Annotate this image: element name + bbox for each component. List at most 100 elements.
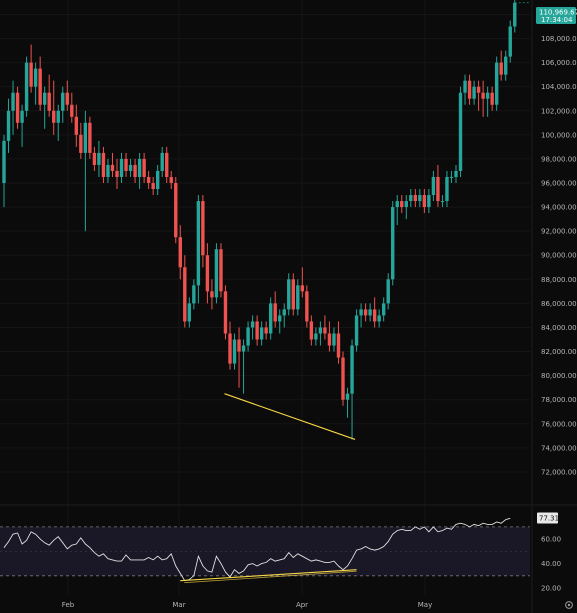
candle[interactable] <box>422 195 427 208</box>
candle[interactable] <box>210 291 214 298</box>
candle[interactable] <box>146 176 151 183</box>
candle[interactable] <box>377 315 381 322</box>
candle[interactable] <box>101 152 106 177</box>
candle[interactable] <box>418 195 422 202</box>
candle[interactable] <box>372 309 377 322</box>
candle[interactable] <box>183 267 187 322</box>
rsi-trendline[interactable] <box>180 569 357 582</box>
candle[interactable] <box>395 201 399 208</box>
candle[interactable] <box>169 176 173 183</box>
candle[interactable] <box>124 158 128 171</box>
candle[interactable] <box>2 140 6 183</box>
candle[interactable] <box>449 176 454 178</box>
candle[interactable] <box>431 176 436 196</box>
candle[interactable] <box>178 237 182 268</box>
candle[interactable] <box>192 285 196 304</box>
candle[interactable] <box>350 345 354 394</box>
candle[interactable] <box>413 195 418 202</box>
candle[interactable] <box>187 303 192 322</box>
candle[interactable] <box>345 393 350 400</box>
candle[interactable] <box>445 176 449 202</box>
candle[interactable] <box>287 279 291 310</box>
candle[interactable] <box>106 164 110 177</box>
candle[interactable] <box>228 333 232 364</box>
candle[interactable] <box>454 170 458 177</box>
candle[interactable] <box>386 279 390 304</box>
candle[interactable] <box>458 92 463 171</box>
candle[interactable] <box>485 92 490 99</box>
candle[interactable] <box>513 2 517 27</box>
candle[interactable] <box>97 152 101 165</box>
price-trendline[interactable] <box>224 393 356 440</box>
candle[interactable] <box>436 176 440 202</box>
candle[interactable] <box>61 92 65 111</box>
candle[interactable] <box>133 164 137 177</box>
candle[interactable] <box>6 110 11 141</box>
candle[interactable] <box>314 333 318 340</box>
candle[interactable] <box>341 357 345 400</box>
candle[interactable] <box>499 62 503 75</box>
candle[interactable] <box>20 110 24 123</box>
candle[interactable] <box>255 321 259 340</box>
candle[interactable] <box>273 303 277 322</box>
candle[interactable] <box>427 195 431 208</box>
candle[interactable] <box>11 92 15 111</box>
time-axis[interactable]: Feb Mar Apr May <box>62 601 432 609</box>
candle[interactable] <box>472 86 476 99</box>
candle[interactable] <box>79 134 83 153</box>
candle[interactable] <box>291 279 295 310</box>
candle[interactable] <box>264 327 268 334</box>
candle[interactable] <box>15 92 20 123</box>
candle[interactable] <box>391 207 395 280</box>
candle[interactable] <box>74 116 79 135</box>
candle[interactable] <box>232 339 237 364</box>
candle[interactable] <box>38 68 42 105</box>
candle[interactable] <box>476 86 481 93</box>
candle[interactable] <box>494 62 499 105</box>
candle[interactable] <box>165 152 169 177</box>
candle[interactable] <box>327 333 332 346</box>
candle[interactable] <box>409 195 413 202</box>
candle[interactable] <box>174 182 178 238</box>
candle[interactable] <box>160 152 164 171</box>
candle[interactable] <box>56 110 60 123</box>
rsi-line[interactable] <box>3 517 511 582</box>
candle[interactable] <box>128 164 133 171</box>
price-axis[interactable]: 110,000.00108,000.00106,000.00104,000.00… <box>541 11 577 476</box>
candle[interactable] <box>504 56 508 75</box>
gear-icon[interactable] <box>565 601 573 609</box>
candle[interactable] <box>246 327 250 346</box>
candle[interactable] <box>381 303 386 316</box>
candle[interactable] <box>201 201 205 256</box>
candlestick-series[interactable] <box>2 0 517 440</box>
candle[interactable] <box>70 104 74 117</box>
candle[interactable] <box>332 333 336 346</box>
candle[interactable] <box>490 92 494 105</box>
support-trendline[interactable] <box>224 393 356 440</box>
candle[interactable] <box>88 122 92 153</box>
candle[interactable] <box>52 110 56 123</box>
candle[interactable] <box>318 327 323 334</box>
candle[interactable] <box>29 62 33 87</box>
candle[interactable] <box>363 309 368 316</box>
candle[interactable] <box>300 285 305 292</box>
rsi-pane[interactable]: 60.00 40.00 20.00 <box>0 517 561 593</box>
candle[interactable] <box>142 158 146 177</box>
candle[interactable] <box>368 309 372 316</box>
candle[interactable] <box>33 68 38 87</box>
candle[interactable] <box>354 315 359 346</box>
candle[interactable] <box>214 249 219 298</box>
candle[interactable] <box>309 321 314 340</box>
candle[interactable] <box>278 315 282 322</box>
candle[interactable] <box>219 249 223 292</box>
candle[interactable] <box>336 333 341 358</box>
candle[interactable] <box>137 158 142 177</box>
candle[interactable] <box>92 152 97 165</box>
candle[interactable] <box>359 309 363 316</box>
candle[interactable] <box>250 321 255 328</box>
candle[interactable] <box>305 291 309 322</box>
candle[interactable] <box>115 170 119 177</box>
candle[interactable] <box>65 92 69 105</box>
candle[interactable] <box>323 327 327 334</box>
